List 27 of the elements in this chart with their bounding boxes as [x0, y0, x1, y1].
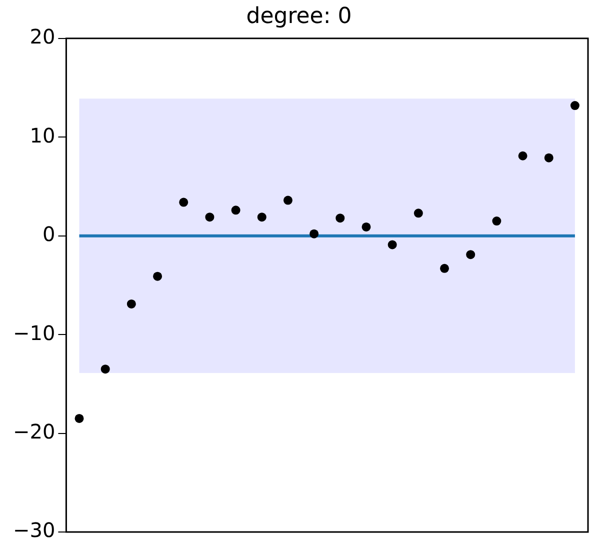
point	[231, 206, 240, 215]
point	[492, 216, 502, 226]
point	[74, 414, 84, 423]
point	[257, 212, 266, 222]
point	[570, 101, 580, 110]
point	[440, 264, 450, 273]
point	[310, 229, 319, 238]
y-tick-label: −20	[12, 419, 56, 444]
point	[153, 272, 162, 281]
y-tick-label: 20	[30, 24, 56, 49]
y-tick-label: −30	[12, 518, 56, 542]
y-tick-label: 10	[30, 123, 56, 148]
point	[205, 212, 214, 222]
chart-title: degree: 0	[246, 4, 352, 29]
point	[544, 153, 554, 162]
point	[414, 208, 423, 218]
point	[336, 214, 345, 223]
point	[179, 198, 188, 207]
point	[362, 222, 371, 232]
point	[100, 364, 110, 374]
point	[126, 299, 136, 308]
point	[283, 196, 292, 205]
point	[466, 250, 476, 260]
point	[518, 151, 528, 160]
y-tick-label: −10	[12, 320, 56, 345]
y-tick-label: 0	[42, 222, 56, 246]
point	[388, 240, 397, 250]
